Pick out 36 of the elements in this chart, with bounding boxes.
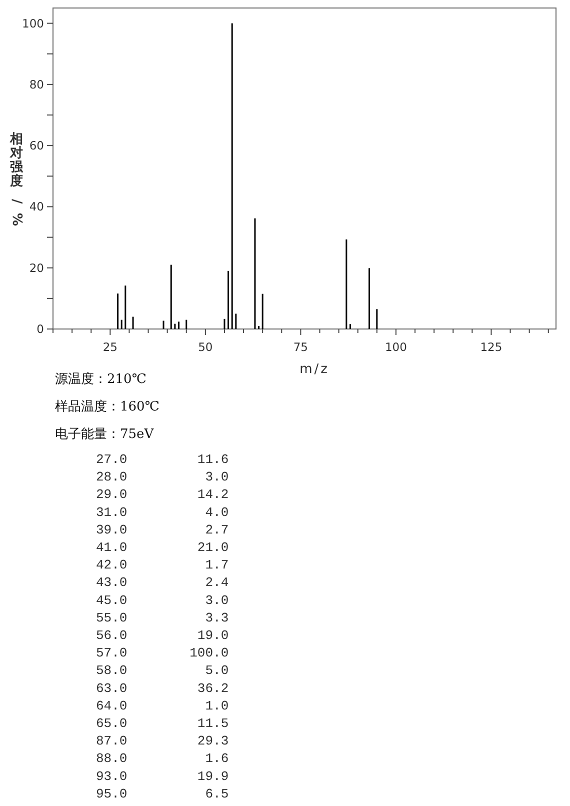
y-tick-label: 0	[36, 322, 44, 336]
text: 64.0 1.0	[96, 698, 229, 714]
x-tick-label: 125	[480, 340, 502, 354]
y-tick-label: 20	[29, 260, 44, 275]
text: 65.0 11.5	[96, 716, 229, 731]
text: 27.0 11.6	[96, 452, 229, 467]
y-tick-label: 60	[29, 138, 44, 153]
x-tick-label: 100	[384, 340, 407, 354]
text: 45.0 3.0	[96, 592, 229, 608]
text: 样品温度：160℃	[55, 398, 160, 414]
text: 源温度：210℃	[55, 371, 146, 387]
text: 39.0 2.7	[96, 522, 229, 538]
y-tick-label: 80	[29, 77, 44, 92]
y-axis-title: 相对强度/%	[9, 132, 24, 226]
text: 63.0 36.2	[96, 680, 229, 696]
text: 28.0 3.0	[96, 470, 229, 485]
text: 29.0 14.2	[96, 487, 229, 502]
x-tick-label: 50	[198, 340, 213, 354]
x-axis-title: m/z	[300, 362, 330, 377]
text: 56.0 19.0	[96, 628, 229, 643]
text: 57.0 100.0	[96, 646, 229, 661]
text: 电子能量：75eV	[55, 427, 154, 442]
text: 95.0 6.5	[96, 786, 229, 802]
x-tick-label: 25	[102, 340, 118, 354]
text: 93.0 19.9	[96, 768, 229, 784]
text: 43.0 2.4	[96, 575, 229, 590]
text: 55.0 3.3	[96, 610, 229, 626]
y-tick-label: 100	[22, 16, 44, 30]
x-tick-label: 75	[293, 340, 308, 354]
text: 87.0 29.3	[96, 734, 229, 749]
text: 42.0 1.7	[96, 558, 229, 573]
text: 58.0 5.0	[96, 663, 229, 678]
text: 88.0 1.6	[96, 751, 229, 766]
text: 41.0 21.0	[96, 540, 229, 555]
y-tick-label: 40	[29, 200, 44, 214]
text: 31.0 4.0	[96, 504, 229, 520]
